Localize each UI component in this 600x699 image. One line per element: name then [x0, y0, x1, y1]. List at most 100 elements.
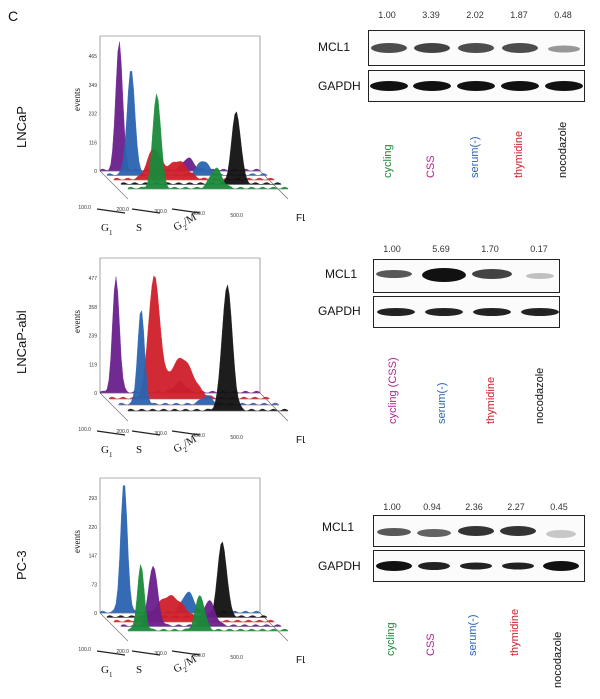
blot-target-mcl1-3: MCL1 [322, 520, 355, 534]
phase-suffix: /M [181, 433, 198, 450]
blot-bands-svg [376, 561, 579, 571]
blot-gapdh-1 [368, 70, 585, 102]
blot-gapdh-2 [373, 296, 560, 328]
blot-value: 0.94 [423, 502, 441, 512]
y-axis-label: events [72, 530, 82, 553]
y-tick-label: 119 [89, 362, 97, 368]
x-tick-label: 100.0 [78, 205, 91, 211]
phase-suffix: /M [181, 211, 198, 228]
phase-bracket [96, 650, 126, 656]
blot-target-mcl1-2: MCL1 [325, 267, 358, 281]
y-tick-label: 477 [89, 276, 98, 282]
y-tick-label: 147 [89, 554, 98, 560]
blot-target-mcl1-1: MCL1 [318, 40, 351, 54]
blot-value: 2.27 [507, 502, 525, 512]
flow-histogram-2: 477 358 239 119 0 events 100.0 200.0 300.0 400.0 5… [55, 250, 324, 460]
blot-bands-svg [376, 268, 554, 282]
phase-label: G1 [101, 444, 113, 459]
x-tick-label: 400.0 [192, 211, 205, 217]
x-tick-label: 400.0 [192, 433, 205, 439]
blot-value: 0.17 [530, 244, 548, 254]
y-tick-label: 465 [89, 54, 98, 60]
lane-label: thymidine [485, 376, 497, 424]
blot-value: 0.48 [554, 10, 572, 20]
x-axis-label: FL3-A [296, 655, 305, 666]
flow-histogram-1: 465 349 232 116 0 events 100.0 200.0 300.0 400.0 5… [55, 28, 324, 238]
blot-value: 5.69 [432, 244, 450, 254]
lane-label: cycling (CSS) [387, 357, 399, 424]
x-tick-label: 200.0 [116, 649, 129, 655]
cell-line-label-3: PC-3 [14, 550, 29, 580]
lane-label: nocodazole [557, 121, 569, 178]
x-tick-label: 400.0 [192, 653, 205, 659]
phase-label: S [136, 664, 142, 676]
phase-bracket [171, 650, 201, 656]
blot-value: 1.00 [383, 244, 401, 254]
blot-lanes-2: cycling (CSS) serum(-) thymidine nocodaz… [373, 334, 558, 444]
phase-subscript: 1 [109, 229, 113, 237]
blot-mcl1-2 [373, 259, 560, 293]
y-tick-label: 239 [89, 334, 98, 340]
lane-label: thymidine [513, 130, 525, 178]
phase-subscript: 2 [182, 223, 189, 232]
plot-frame [99, 477, 261, 613]
blot-bands-svg [377, 308, 559, 316]
histogram-trace [127, 284, 289, 412]
blot-bands-svg [370, 81, 583, 91]
phase-bracket [131, 650, 161, 656]
blot-target-gapdh-3: GAPDH [318, 559, 361, 573]
phase-label: S [136, 222, 142, 234]
blot-lanes-3: cycling CSS serum(-) thymidine nocodazol… [373, 588, 583, 698]
phase-bracket [131, 430, 161, 436]
histogram-trace [127, 564, 289, 632]
blot-value: 1.00 [378, 10, 396, 20]
y-tick-label: 293 [89, 496, 98, 502]
lane-label: nocodazole [552, 631, 564, 688]
blot-value: 3.39 [422, 10, 440, 20]
lane-label: serum(-) [436, 382, 448, 424]
x-tick-label: 300.0 [154, 209, 167, 215]
flow-histogram-3: 293 220 147 73 0 events 100.0 200.0 300.0 400.0 50… [55, 470, 324, 685]
blot-mcl1-1 [368, 30, 585, 66]
cell-line-label-2: LNCaP-abl [14, 310, 29, 374]
histogram-trace [120, 111, 282, 185]
phase-label: G1 [101, 222, 113, 237]
phase-subscript: 2 [182, 665, 189, 674]
y-tick-label: 0 [94, 169, 97, 175]
blot-bands-svg [377, 526, 576, 538]
x-tick-label: 200.0 [116, 207, 129, 213]
phase-suffix: /M [181, 653, 198, 670]
lane-label: CSS [425, 155, 437, 178]
blot-value: 1.87 [510, 10, 528, 20]
phase-subscript: 1 [109, 671, 113, 679]
plot-depth-edge [99, 392, 129, 422]
histogram-trace [109, 275, 270, 400]
phase-bracket [171, 208, 201, 214]
phase-bracket [131, 208, 161, 214]
flow-plot-svg-1: 465 349 232 116 0 events 100.0 200.0 300.0 400.0 5… [72, 35, 324, 237]
blot-mcl1-3 [373, 515, 585, 547]
blot-lanes-1: cycling CSS serum(-) thymidine nocodazol… [368, 108, 583, 218]
flow-plot-svg-2: 477 358 239 119 0 events 100.0 200.0 300.0 400.0 5… [72, 257, 324, 459]
y-axis-label: events [72, 88, 82, 111]
histogram-trace [127, 93, 289, 190]
x-tick-label: 100.0 [78, 647, 91, 653]
blot-value: 0.45 [550, 502, 568, 512]
lane-label: thymidine [509, 608, 521, 656]
y-axis-label: events [72, 310, 82, 333]
lane-label: cycling [382, 144, 394, 178]
plot-frame [99, 257, 261, 393]
y-tick-label: 0 [94, 391, 97, 397]
x-tick-label: 500.0 [230, 655, 243, 661]
lane-label: serum(-) [467, 614, 479, 656]
y-tick-label: 358 [89, 305, 98, 311]
blot-value: 1.70 [481, 244, 499, 254]
lane-label: serum(-) [469, 136, 481, 178]
y-tick-label: 73 [91, 582, 97, 588]
blot-target-gapdh-2: GAPDH [318, 304, 361, 318]
phase-label: S [136, 444, 142, 456]
x-tick-label: 300.0 [154, 651, 167, 657]
y-tick-label: 116 [89, 140, 97, 146]
histogram-trace [99, 485, 261, 614]
phase-bracket [96, 208, 126, 214]
